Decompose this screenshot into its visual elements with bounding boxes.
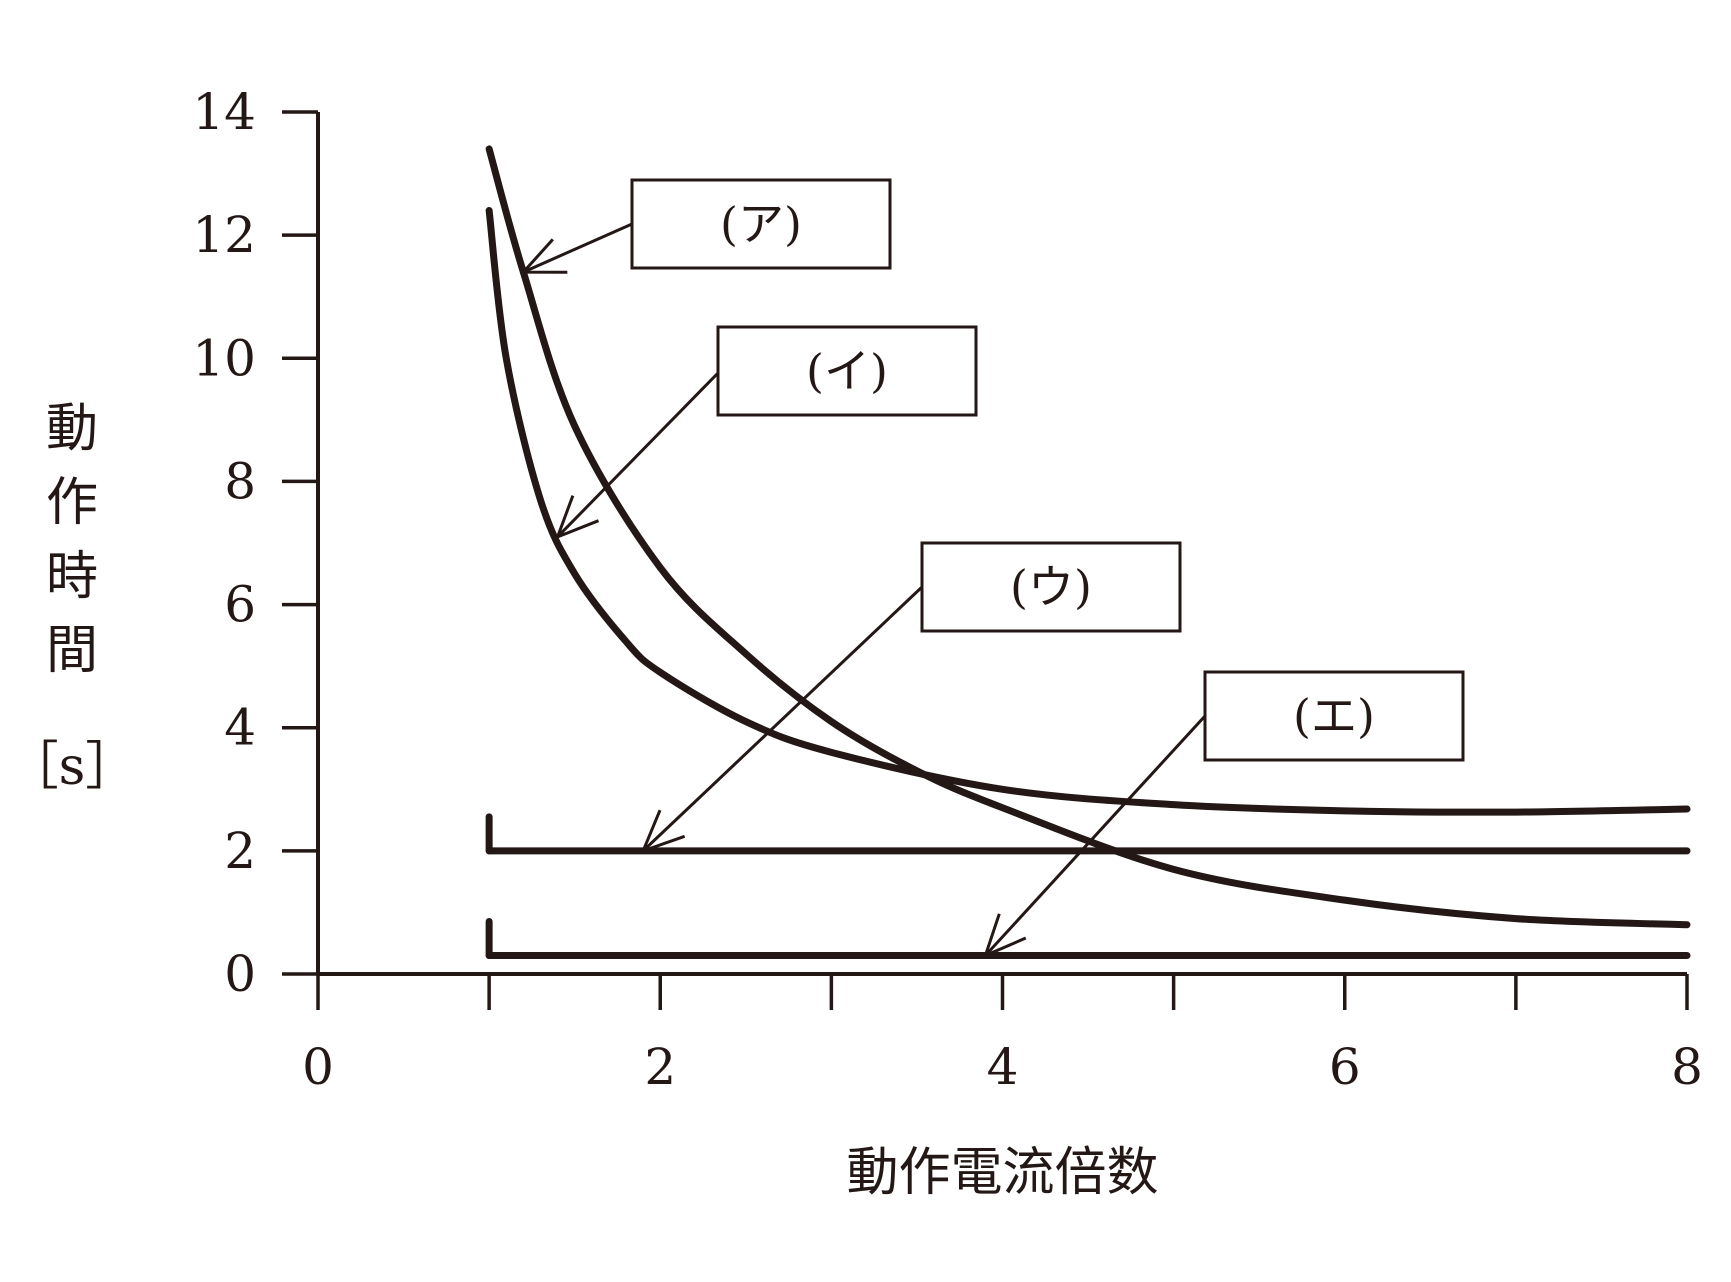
series-curve-b [485, 207, 1691, 816]
y-tick-label: 0 [224, 945, 256, 1003]
x-tick-label: 0 [302, 1038, 334, 1096]
y-tick-label: 12 [192, 206, 256, 264]
y-tick-label: 2 [224, 822, 256, 880]
arrowhead [982, 913, 1027, 959]
y-axis-title-char: 時 [46, 547, 98, 607]
leader-line [556, 371, 720, 538]
y-axis-title-char: 作 [46, 473, 98, 533]
label-box-d [1203, 670, 1465, 762]
y-axis-unit: ［s］ [7, 737, 138, 797]
y-tick-label: 4 [224, 699, 256, 757]
arrowhead [555, 495, 600, 540]
leader-line [522, 222, 633, 274]
y-axis-title-char: 動 [46, 399, 98, 459]
x-axis-title: 動作電流倍数 [846, 1143, 1158, 1203]
x-tick-label: 4 [987, 1038, 1019, 1096]
label-box-b [716, 325, 978, 417]
arrowhead [519, 238, 568, 274]
label-box-c-text: (ウ) [1010, 560, 1092, 614]
y-tick-label: 8 [224, 452, 256, 510]
x-tick-label: 2 [644, 1038, 676, 1096]
label-box-d-text: (エ) [1293, 689, 1375, 743]
y-axis-title-char: 間 [46, 621, 98, 681]
y-tick-label: 6 [224, 576, 256, 634]
leader-line [984, 714, 1207, 957]
leader-line [642, 585, 924, 852]
arrowhead [640, 809, 686, 854]
x-tick-label: 8 [1671, 1038, 1703, 1096]
label-box-b-text: (イ) [806, 344, 888, 398]
series-curve-a [485, 145, 1691, 929]
x-tick-label: 6 [1329, 1038, 1361, 1096]
y-tick-label: 14 [192, 83, 256, 141]
y-tick-label: 10 [192, 329, 256, 387]
label-box-a-text: (ア) [720, 197, 802, 251]
label-box-a [630, 178, 892, 270]
